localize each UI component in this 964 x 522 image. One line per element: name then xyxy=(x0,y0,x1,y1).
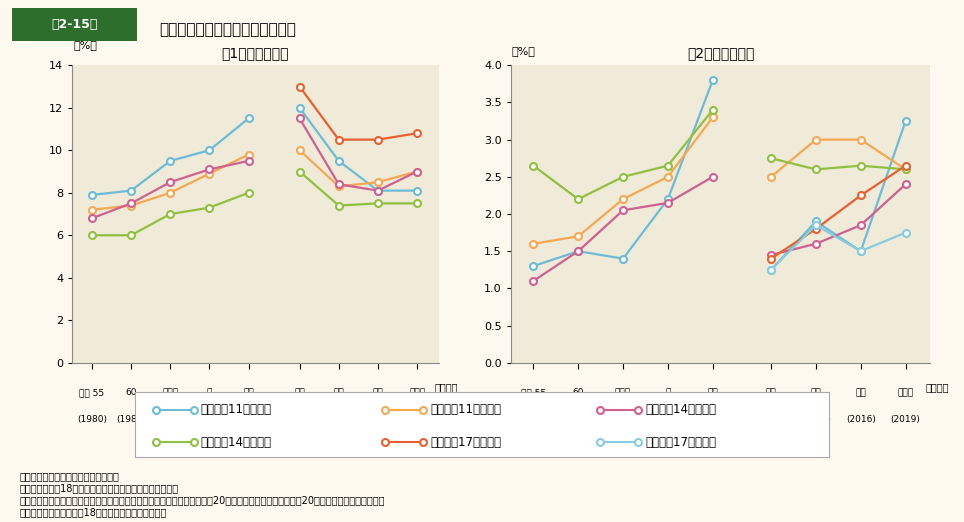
Text: 昭和 55: 昭和 55 xyxy=(521,388,546,397)
Text: ２８: ２８ xyxy=(372,388,384,397)
Text: ２．性別、年齢別、身長別標準体重から肥満度を算出し、肥満度が20％以上の者が肥満傾向児、－20％以下の者が痩身傾向児。: ２．性別、年齢別、身長別標準体重から肥満度を算出し、肥満度が20％以上の者が肥満… xyxy=(19,495,385,505)
Text: （年度）: （年度） xyxy=(435,382,458,392)
Text: (2000): (2000) xyxy=(698,415,728,424)
Text: ７: ７ xyxy=(665,388,671,397)
Text: 小学生（11歳）女子: 小学生（11歳）女子 xyxy=(430,404,501,416)
Text: 高校生（17歳）女子: 高校生（17歳）女子 xyxy=(645,436,716,449)
Text: (2006): (2006) xyxy=(284,415,314,424)
Text: (1990): (1990) xyxy=(155,415,185,424)
Text: ２３: ２３ xyxy=(811,388,821,397)
Text: ２３: ２３ xyxy=(334,388,344,397)
Text: 令和元: 令和元 xyxy=(409,388,425,397)
Text: ３．高校生は平成18年度から調査されている。: ３．高校生は平成18年度から調査されている。 xyxy=(19,507,167,517)
Text: 60: 60 xyxy=(125,388,137,397)
Text: 中学生（14歳）女子: 中学生（14歳）女子 xyxy=(201,436,272,449)
Title: （2）痩身傾向児: （2）痩身傾向児 xyxy=(687,46,754,60)
Text: 中学生（14歳）男子: 中学生（14歳）男子 xyxy=(645,404,716,416)
Text: １２: １２ xyxy=(708,388,718,397)
Text: (2016): (2016) xyxy=(845,415,875,424)
Text: １２: １２ xyxy=(243,388,254,397)
Text: 平成２: 平成２ xyxy=(615,388,631,397)
Text: (2006): (2006) xyxy=(756,415,786,424)
Text: (2016): (2016) xyxy=(363,415,393,424)
Text: (2000): (2000) xyxy=(233,415,263,424)
Text: (2011): (2011) xyxy=(801,415,831,424)
Text: （注）１．平成18年度から算出方法が変更となっている。: （注）１．平成18年度から算出方法が変更となっている。 xyxy=(19,483,178,493)
Text: （出典）文部科学省「学校保健統計」: （出典）文部科学省「学校保健統計」 xyxy=(19,471,120,481)
Text: 令和元: 令和元 xyxy=(897,388,914,397)
Text: （年度）: （年度） xyxy=(925,382,950,392)
Text: 昭和 55: 昭和 55 xyxy=(79,388,104,397)
Text: (1985): (1985) xyxy=(563,415,593,424)
Text: 肥満傾向児・痩身傾向児の出現率: 肥満傾向児・痩身傾向児の出現率 xyxy=(159,22,296,37)
Text: 第2-15図: 第2-15図 xyxy=(51,18,97,31)
Text: 小学生（11歳）男子: 小学生（11歳）男子 xyxy=(201,404,272,416)
Text: ２８: ２８ xyxy=(855,388,866,397)
Text: (2019): (2019) xyxy=(891,415,921,424)
Text: (2019): (2019) xyxy=(402,415,432,424)
Text: (1995): (1995) xyxy=(653,415,683,424)
Text: (1985): (1985) xyxy=(116,415,147,424)
Text: （%）: （%） xyxy=(512,45,536,55)
Text: １８: １８ xyxy=(765,388,776,397)
Text: ７: ７ xyxy=(206,388,212,397)
Text: 60: 60 xyxy=(573,388,584,397)
Text: (1990): (1990) xyxy=(608,415,638,424)
Text: (1995): (1995) xyxy=(195,415,225,424)
Title: （1）肥満傾向児: （1）肥満傾向児 xyxy=(222,46,289,60)
Text: (2011): (2011) xyxy=(324,415,354,424)
Text: （%）: （%） xyxy=(73,40,97,51)
Text: １８: １８ xyxy=(294,388,305,397)
Text: 高校生（17歳）男子: 高校生（17歳）男子 xyxy=(430,436,501,449)
Text: (1980): (1980) xyxy=(519,415,549,424)
Text: (1980): (1980) xyxy=(77,415,107,424)
Text: 平成２: 平成２ xyxy=(162,388,178,397)
